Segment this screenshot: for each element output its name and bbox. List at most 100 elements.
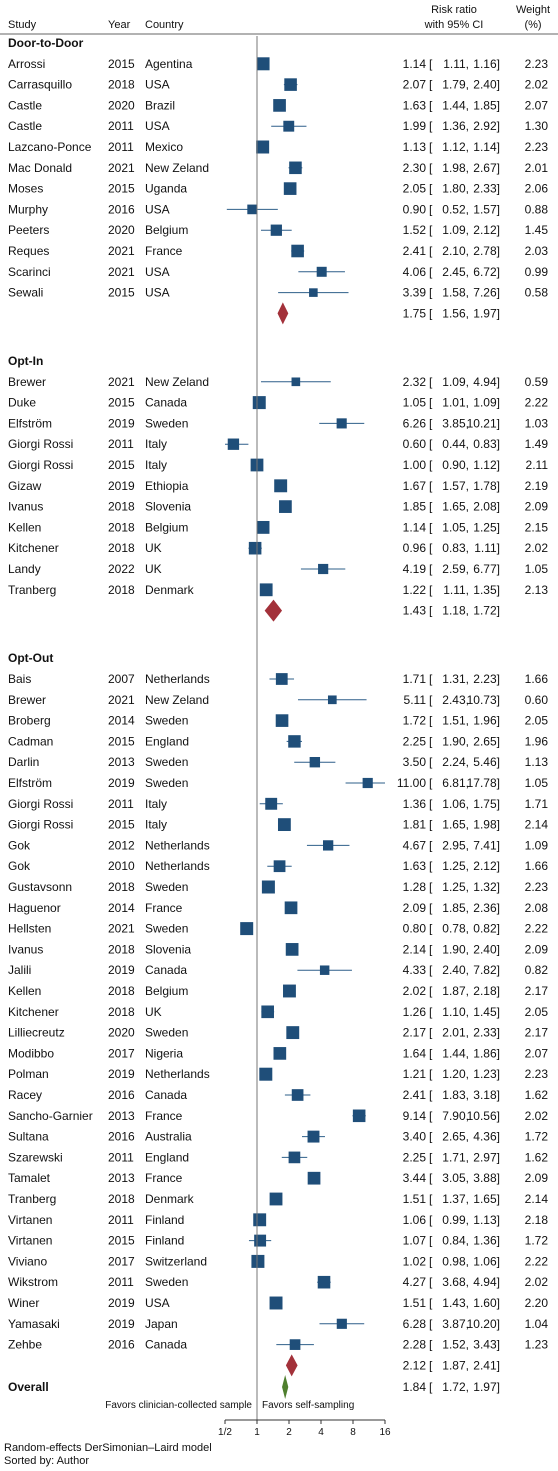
study-year: 2007 <box>108 672 135 686</box>
study-bracket-open: [ <box>429 1109 433 1123</box>
study-lo: 0.90, <box>442 458 469 472</box>
study-bracket-open: [ <box>429 479 433 493</box>
study-rr: 0.80 <box>403 922 427 936</box>
study-bracket-open: [ <box>429 202 433 216</box>
study-year: 2020 <box>108 98 135 112</box>
study-marker <box>240 922 254 936</box>
study-marker <box>352 1109 366 1123</box>
study-marker <box>273 99 286 112</box>
study-lo: 1.31, <box>442 672 469 686</box>
study-name: Jalili <box>8 963 31 977</box>
study-marker <box>283 182 297 195</box>
study-bracket-open: [ <box>429 416 433 430</box>
pooled-bracket-open: [ <box>429 1358 433 1372</box>
study-weight: 2.14 <box>525 1192 549 1206</box>
study-weight: 1.66 <box>525 859 549 873</box>
study-year: 2011 <box>108 437 134 451</box>
study-country: Ethiopia <box>145 479 189 493</box>
pooled-hi: 1.97] <box>473 306 500 320</box>
study-country: Canada <box>145 1338 187 1352</box>
study-country: New Zeland <box>145 161 209 175</box>
study-marker <box>291 244 304 258</box>
study-bracket-open: [ <box>429 286 433 300</box>
study-marker <box>316 266 327 277</box>
study-marker <box>275 714 289 727</box>
pooled-bracket-open: [ <box>429 306 433 320</box>
study-rr: 1.99 <box>403 119 427 133</box>
study-year: 2018 <box>108 1192 135 1206</box>
study-rr: 1.21 <box>403 1067 427 1081</box>
study-marker <box>253 1213 267 1227</box>
overall-bracket-open: [ <box>429 1380 433 1394</box>
study-bracket-open: [ <box>429 1088 433 1102</box>
study-country: Italy <box>145 818 167 832</box>
study-rr: 2.07 <box>403 78 427 92</box>
study-bracket-open: [ <box>429 1067 433 1081</box>
study-country: UK <box>145 541 162 555</box>
study-bracket-open: [ <box>429 797 433 811</box>
study-hi: 7.41] <box>473 838 500 852</box>
study-lo: 0.44, <box>442 437 469 451</box>
study-weight: 2.23 <box>525 1067 549 1081</box>
study-lo: 1.85, <box>442 901 469 915</box>
study-year: 2012 <box>108 838 135 852</box>
study-hi: 0.83] <box>473 437 500 451</box>
study-name: Brewer <box>8 375 46 389</box>
study-hi: 2.12] <box>473 859 500 873</box>
study-rr: 1.63 <box>403 98 427 112</box>
study-bracket-open: [ <box>429 838 433 852</box>
study-marker <box>283 984 296 998</box>
study-country: UK <box>145 1005 162 1019</box>
study-year: 2021 <box>108 922 135 936</box>
study-rr: 1.02 <box>403 1254 427 1268</box>
pooled-rr: 1.75 <box>403 306 427 320</box>
study-weight: 2.11 <box>526 458 549 472</box>
study-rr: 2.14 <box>403 942 427 956</box>
study-marker <box>284 901 298 915</box>
study-weight: 2.02 <box>525 1275 549 1289</box>
study-name: Szarewski <box>8 1150 63 1164</box>
study-weight: 1.23 <box>525 1338 549 1352</box>
study-marker <box>289 161 302 175</box>
study-name: Sultana <box>8 1130 49 1144</box>
study-rr: 2.25 <box>403 734 427 748</box>
study-lo: 2.95, <box>442 838 469 852</box>
study-country: USA <box>145 119 170 133</box>
study-name: Kellen <box>8 520 41 534</box>
study-marker <box>248 541 262 555</box>
study-rr: 0.96 <box>403 541 427 555</box>
study-year: 2021 <box>108 161 135 175</box>
study-name: Bais <box>8 672 31 686</box>
study-country: France <box>145 244 183 258</box>
study-name: Haguenor <box>8 901 61 915</box>
study-weight: 2.20 <box>525 1296 549 1310</box>
study-name: Sewali <box>8 286 43 300</box>
study-name: Tranberg <box>8 583 56 597</box>
study-lo: 0.98, <box>442 1254 469 1268</box>
study-lo: 3.68, <box>442 1275 469 1289</box>
study-name: Winer <box>8 1296 39 1310</box>
study-hi: 10.73] <box>467 693 500 707</box>
study-lo: 1.09, <box>442 375 469 389</box>
study-lo: 2.01, <box>442 1026 469 1040</box>
study-weight: 2.22 <box>525 396 549 410</box>
study-lo: 2.40, <box>442 963 469 977</box>
study-marker <box>256 57 270 71</box>
study-country: Belgium <box>145 984 188 998</box>
study-hi: 7.82] <box>473 963 500 977</box>
study-country: USA <box>145 1296 170 1310</box>
study-year: 2021 <box>108 265 135 279</box>
study-lo: 1.90, <box>442 734 469 748</box>
study-rr: 1.14 <box>403 520 427 534</box>
study-weight: 2.06 <box>525 182 549 196</box>
overall-diamond <box>282 1375 289 1399</box>
study-lo: 1.44, <box>442 1046 469 1060</box>
study-weight: 2.23 <box>525 140 549 154</box>
study-country: France <box>145 1171 183 1185</box>
study-hi: 1.13] <box>473 1213 500 1227</box>
study-marker <box>318 563 329 575</box>
study-hi: 2.33] <box>473 182 500 196</box>
study-rr: 1.26 <box>403 1005 427 1019</box>
study-lo: 1.58, <box>442 286 469 300</box>
study-bracket-open: [ <box>429 880 433 894</box>
